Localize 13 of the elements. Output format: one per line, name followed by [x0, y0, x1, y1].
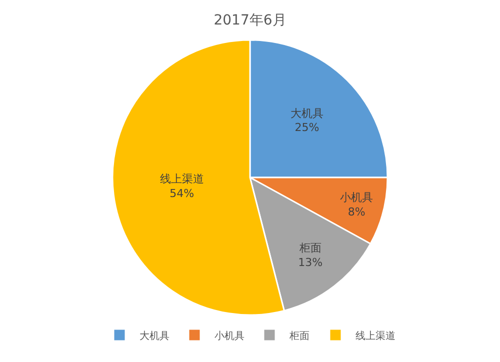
data-label: 13% [298, 256, 323, 269]
data-label: 25% [294, 121, 320, 134]
slice-label: 线上渠道 [160, 172, 204, 186]
slice-label: 大机具 [290, 106, 324, 120]
legend-label: 柜面 [288, 330, 310, 342]
legend-label: 线上渠道 [356, 330, 396, 342]
slice-label: 小机具 [340, 191, 374, 204]
data-label: 8% [348, 206, 366, 219]
chart-title: 2017年6月 [214, 12, 286, 28]
legend-label: 大机具 [140, 330, 170, 342]
slice-label: 柜面 [298, 242, 322, 255]
data-label: 54% [170, 186, 194, 200]
legend-label: 小机具 [214, 330, 244, 342]
